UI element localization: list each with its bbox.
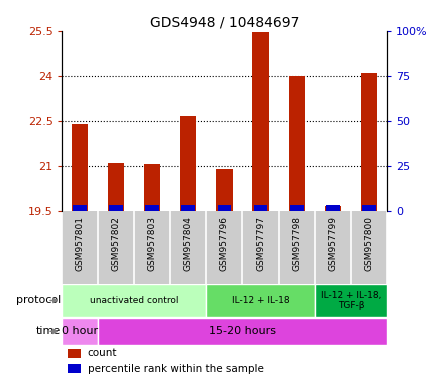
Bar [68,364,81,373]
Bar [206,284,315,317]
Bar [108,162,124,210]
Text: GSM957803: GSM957803 [147,217,157,271]
Title: GDS4948 / 10484697: GDS4948 / 10484697 [150,16,299,30]
Text: unactivated control: unactivated control [90,296,178,305]
Bar [145,205,159,210]
Bar [325,206,341,210]
Bar [68,349,81,358]
Bar [289,76,305,210]
Text: 15-20 hours: 15-20 hours [209,326,276,336]
Bar [362,205,376,210]
Bar [181,205,195,210]
Text: GSM957799: GSM957799 [328,217,337,271]
Bar [98,318,387,345]
Bar [62,318,98,345]
Text: percentile rank within the sample: percentile rank within the sample [88,364,264,374]
Text: GSM957797: GSM957797 [256,217,265,271]
Text: GSM957804: GSM957804 [184,217,193,271]
Bar [254,205,268,210]
Text: GSM957802: GSM957802 [111,217,121,271]
Text: IL-12 + IL-18,
TGF-β: IL-12 + IL-18, TGF-β [321,291,381,310]
Bar [253,32,269,210]
Bar [62,284,206,317]
Text: GSM957800: GSM957800 [365,217,374,271]
Bar [73,205,87,210]
Bar [216,169,232,210]
Text: IL-12 + IL-18: IL-12 + IL-18 [232,296,290,305]
Text: 0 hour: 0 hour [62,326,98,336]
Text: GSM957798: GSM957798 [292,217,301,271]
Text: GSM957801: GSM957801 [75,217,84,271]
Bar [217,205,231,210]
Bar [326,205,340,210]
Bar [290,205,304,210]
Text: time: time [36,326,61,336]
Text: protocol: protocol [16,295,61,305]
Bar [315,284,387,317]
Text: GSM957796: GSM957796 [220,217,229,271]
Bar [72,124,88,210]
Bar [109,205,123,210]
Bar [361,73,377,210]
Bar [144,164,160,210]
Bar [180,116,196,210]
Text: count: count [88,348,117,358]
